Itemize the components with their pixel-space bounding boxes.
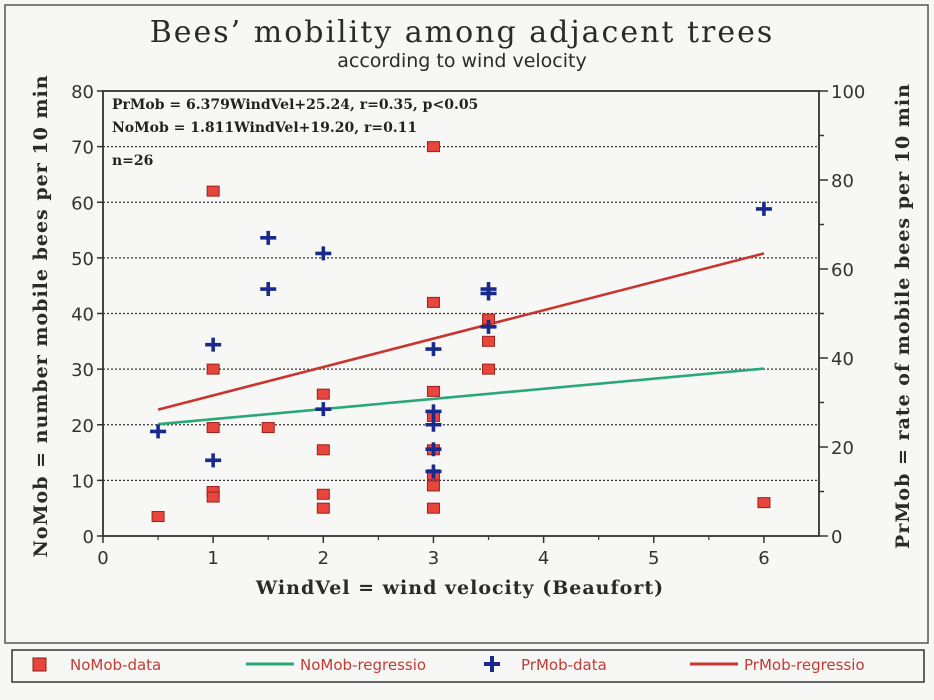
legend-item-prmob-data: PrMob-data (484, 656, 607, 674)
y-left-tick-label: 70 (71, 138, 94, 159)
x-tick-label: 5 (648, 548, 659, 569)
y-left-tick-label: 40 (71, 305, 94, 326)
nomob-point (426, 141, 440, 153)
y-left-tick-label: 0 (83, 527, 94, 548)
regression-lines (157, 252, 765, 426)
y-right-tick-label: 0 (831, 527, 842, 548)
y-axis-right-label: PrMob = rate of mobile bees per 10 min (892, 83, 914, 549)
chart-title: Bees’ mobility among adjacent trees (150, 15, 775, 50)
axis-ticks: 0 10 20 30 40 50 60 70 80 0 20 40 60 80 100 0 1 2 3 4 5 6 (71, 82, 865, 569)
gridlines (103, 145, 819, 482)
legend-item-prmob-regression: PrMob-regressio (690, 656, 865, 674)
y-right-tick-label: 80 (831, 171, 854, 192)
prmob-point (425, 442, 442, 457)
prmob-point (315, 402, 332, 417)
prmob-point (315, 246, 332, 261)
y-left-tick-label: 60 (71, 193, 94, 214)
prmob-equation: PrMob = 6.379WindVel+25.24, r=0.35, p<0.… (112, 97, 478, 113)
x-tick-label: 2 (318, 548, 329, 569)
legend-label-nomob-regression: NoMob-regressio (300, 656, 426, 674)
nomob-point (482, 363, 496, 375)
prmob-point (205, 453, 222, 468)
prmob-point (425, 342, 442, 357)
nomob-point (206, 185, 220, 197)
y-left-tick-label: 50 (71, 249, 94, 270)
legend-item-nomob-data: NoMob-data (32, 656, 161, 674)
legend-marker-square (32, 657, 47, 672)
y-right-tick-label: 40 (831, 349, 854, 370)
prmob-point (260, 282, 277, 297)
y-right-tick-label: 60 (831, 260, 854, 281)
nomob-point (206, 363, 220, 375)
legend-marker-cross (484, 656, 500, 672)
prmob-point (425, 417, 442, 432)
prmob-point (260, 230, 277, 245)
data-points (150, 141, 772, 523)
nomob-point (426, 480, 440, 492)
legend-box (11, 649, 925, 683)
prmob-point (425, 404, 442, 419)
y-left-tick-label: 80 (71, 82, 94, 103)
x-tick-label: 4 (538, 548, 549, 569)
nomob-point (206, 491, 220, 503)
x-tick-label: 6 (758, 548, 769, 569)
nomob-point (757, 497, 771, 509)
x-tick-label: 3 (428, 548, 439, 569)
prmob-point (205, 337, 222, 352)
legend-item-nomob-regression: NoMob-regressio (246, 656, 426, 674)
y-right-tick-label: 100 (831, 82, 865, 103)
prmob-point (755, 201, 772, 216)
y-right-tick-label: 20 (831, 438, 854, 459)
nomob-point (426, 385, 440, 397)
nomob-point (316, 444, 330, 456)
x-tick-label: 0 (97, 548, 108, 569)
x-axis-label: WindVel = wind velocity (Beaufort) (255, 577, 664, 599)
NoMob-regressio-line (157, 367, 765, 426)
y-left-tick-label: 10 (71, 471, 94, 492)
y-left-tick-label: 20 (71, 416, 94, 437)
nomob-point (316, 502, 330, 514)
nomob-point (151, 511, 165, 523)
nomob-point (482, 335, 496, 347)
legend-label-prmob-regression: PrMob-regressio (744, 656, 865, 674)
nomob-point (426, 502, 440, 514)
prmob-point (150, 424, 167, 439)
nomob-point (316, 388, 330, 400)
chart-subtitle: according to wind velocity (337, 50, 586, 72)
y-axis-left-label: NoMob = number mobile bees per 10 min (30, 74, 52, 557)
legend-label-nomob-data: NoMob-data (70, 656, 161, 674)
nomob-point (261, 422, 275, 434)
y-left-tick-label: 30 (71, 360, 94, 381)
chart-frame (4, 4, 929, 644)
PrMob-regressio-line (157, 252, 765, 411)
prmob-point (480, 319, 497, 334)
legend-label-prmob-data: PrMob-data (521, 656, 607, 674)
nomob-point (206, 422, 220, 434)
sample-size: n=26 (112, 153, 153, 169)
nomob-equation: NoMob = 1.811WindVel+19.20, r=0.11 (112, 120, 417, 136)
prmob-point (480, 286, 497, 301)
prmob-point (425, 464, 442, 479)
nomob-point (316, 488, 330, 500)
x-tick-label: 1 (207, 548, 218, 569)
nomob-point (426, 296, 440, 308)
